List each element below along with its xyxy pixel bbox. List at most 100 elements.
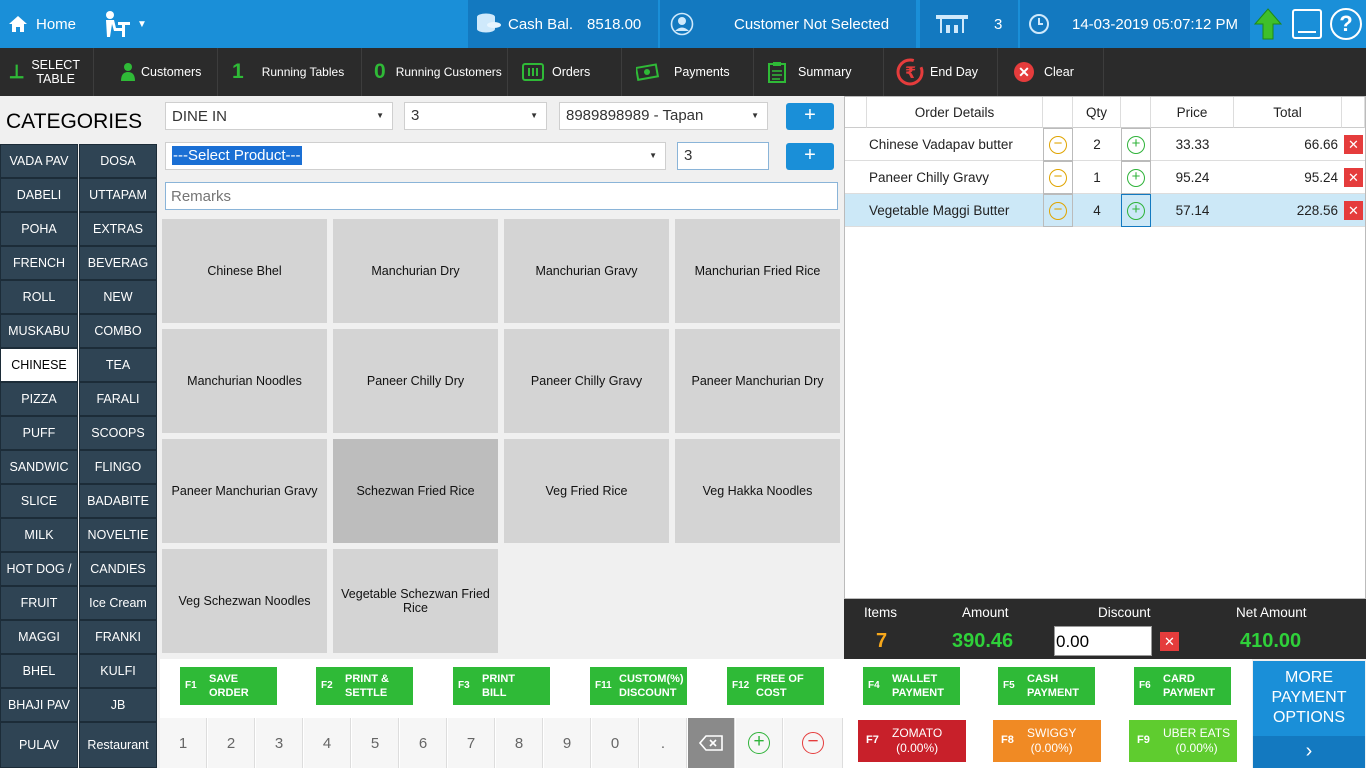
help-button[interactable]: ? — [1330, 0, 1364, 48]
numpad-key[interactable]: 7 — [448, 718, 495, 768]
numpad-key[interactable]: 5 — [352, 718, 399, 768]
delete-item-button[interactable]: ✕ — [1344, 168, 1363, 187]
category-extras[interactable]: EXTRAS — [79, 212, 157, 246]
add-product-button[interactable]: + — [786, 143, 834, 170]
category-combo[interactable]: COMBO — [79, 314, 157, 348]
numpad-key[interactable]: 0 — [592, 718, 639, 768]
category-puff[interactable]: PUFF — [0, 416, 78, 450]
product-tile[interactable]: Paneer Chilly Gravy — [504, 329, 669, 433]
category-muskabu[interactable]: MUSKABU — [0, 314, 78, 348]
delete-item-button[interactable]: ✕ — [1344, 135, 1363, 154]
category-new[interactable]: NEW — [79, 280, 157, 314]
decrease-qty-button[interactable]: − — [1043, 194, 1073, 227]
category-hot-dog[interactable]: HOT DOG / — [0, 552, 78, 586]
clear-discount-button[interactable]: ✕ — [1160, 632, 1179, 651]
category-candies[interactable]: CANDIES — [79, 552, 157, 586]
product-tile[interactable]: Chinese Bhel — [162, 219, 327, 323]
category-sandwic[interactable]: SANDWIC — [0, 450, 78, 484]
running-tables-button[interactable]: 1 Running Tables — [220, 48, 362, 96]
category-farali[interactable]: FARALI — [79, 382, 157, 416]
category-fruit[interactable]: FRUIT — [0, 586, 78, 620]
summary-button[interactable]: Summary — [756, 48, 884, 96]
end-day-button[interactable]: ₹ End Day — [886, 48, 998, 96]
customer-select[interactable]: 8989898989 - Tapan ▼ — [559, 102, 768, 130]
category-restaurant[interactable]: Restaurant — [79, 722, 157, 768]
numpad-key[interactable]: 8 — [496, 718, 543, 768]
orders-button[interactable]: Orders — [510, 48, 622, 96]
clear-button[interactable]: ✕ Clear — [1000, 48, 1104, 96]
product-tile[interactable]: Veg Schezwan Noodles — [162, 549, 327, 653]
function-key-f6[interactable]: F6 CARD PAYMENT — [1134, 667, 1231, 705]
category-maggi[interactable]: MAGGI — [0, 620, 78, 654]
product-tile[interactable]: Veg Hakka Noodles — [675, 439, 840, 543]
product-tile[interactable]: Paneer Manchurian Gravy — [162, 439, 327, 543]
aggregator-swiggy[interactable]: F8 SWIGGY (0.00%) — [993, 720, 1101, 762]
product-tile[interactable]: Vegetable Schezwan Fried Rice — [333, 549, 498, 653]
minimize-button[interactable] — [1292, 0, 1324, 48]
product-tile[interactable]: Paneer Chilly Dry — [333, 329, 498, 433]
category-roll[interactable]: ROLL — [0, 280, 78, 314]
category-pulav[interactable]: PULAV — [0, 722, 78, 768]
category-kulfi[interactable]: KULFI — [79, 654, 157, 688]
decrement-button[interactable]: − — [784, 718, 843, 768]
category-badabite[interactable]: BADABITE — [79, 484, 157, 518]
product-tile[interactable]: Manchurian Dry — [333, 219, 498, 323]
function-key-f4[interactable]: F4 WALLET PAYMENT — [863, 667, 960, 705]
category-uttapam[interactable]: UTTAPAM — [79, 178, 157, 212]
category-vada-pav[interactable]: VADA PAV — [0, 144, 78, 178]
category-pizza[interactable]: PIZZA — [0, 382, 78, 416]
increase-qty-button[interactable]: + — [1121, 161, 1151, 194]
decrease-qty-button[interactable]: − — [1043, 161, 1073, 194]
category-dosa[interactable]: DOSA — [79, 144, 157, 178]
category-dabeli[interactable]: DABELI — [0, 178, 78, 212]
increment-button[interactable]: + — [736, 718, 783, 768]
category-flingo[interactable]: FLINGO — [79, 450, 157, 484]
customers-button[interactable]: Customers — [110, 48, 218, 96]
add-customer-button[interactable]: + — [786, 103, 834, 130]
numpad-key[interactable]: 2 — [208, 718, 255, 768]
category-ice-cream[interactable]: Ice Cream — [79, 586, 157, 620]
payments-button[interactable]: Payments — [624, 48, 754, 96]
category-scoops[interactable]: SCOOPS — [79, 416, 157, 450]
product-tile[interactable]: Manchurian Fried Rice — [675, 219, 840, 323]
backspace-button[interactable] — [688, 718, 735, 768]
category-french[interactable]: FRENCH — [0, 246, 78, 280]
category-slice[interactable]: SLICE — [0, 484, 78, 518]
increase-qty-button[interactable]: + — [1121, 194, 1151, 227]
customer-selector[interactable]: Customer Not Selected — [660, 0, 916, 48]
remarks-input[interactable] — [165, 182, 838, 210]
numpad-key[interactable]: . — [640, 718, 687, 768]
increase-qty-button[interactable]: + — [1121, 128, 1151, 161]
home-button[interactable]: Home — [0, 0, 94, 48]
function-key-f1[interactable]: F1 SAVE ORDER — [180, 667, 277, 705]
numpad-key[interactable]: 9 — [544, 718, 591, 768]
order-type-select[interactable]: DINE IN ▼ — [165, 102, 393, 130]
delete-item-button[interactable]: ✕ — [1344, 201, 1363, 220]
function-key-f12[interactable]: F12 FREE OF COST — [727, 667, 824, 705]
function-key-f11[interactable]: F11 CUSTOM(%) DISCOUNT — [590, 667, 687, 705]
product-tile[interactable]: Paneer Manchurian Dry — [675, 329, 840, 433]
product-tile[interactable]: Manchurian Noodles — [162, 329, 327, 433]
category-bhel[interactable]: BHEL — [0, 654, 78, 688]
quantity-input[interactable]: 3 — [677, 142, 769, 170]
category-bhaji-pav[interactable]: BHAJI PAV — [0, 688, 78, 722]
waiter-menu-button[interactable]: ▼ — [100, 0, 160, 48]
category-noveltie[interactable]: NOVELTIE — [79, 518, 157, 552]
aggregator-uber-eats[interactable]: F9 UBER EATS (0.00%) — [1129, 720, 1237, 762]
function-key-f5[interactable]: F5 CASH PAYMENT — [998, 667, 1095, 705]
numpad-key[interactable]: 3 — [256, 718, 303, 768]
category-franki[interactable]: FRANKI — [79, 620, 157, 654]
category-milk[interactable]: MILK — [0, 518, 78, 552]
discount-input[interactable]: 0.00 — [1054, 626, 1152, 656]
product-select[interactable]: ---Select Product--- ▼ — [165, 142, 666, 170]
category-poha[interactable]: POHA — [0, 212, 78, 246]
product-tile[interactable]: Manchurian Gravy — [504, 219, 669, 323]
numpad-key[interactable]: 4 — [304, 718, 351, 768]
more-payment-options-button[interactable]: MORE PAYMENT OPTIONS › — [1253, 661, 1365, 768]
aggregator-zomato[interactable]: F7 ZOMATO (0.00%) — [858, 720, 966, 762]
product-tile[interactable]: Veg Fried Rice — [504, 439, 669, 543]
function-key-f2[interactable]: F2 PRINT & SETTLE — [316, 667, 413, 705]
sync-button[interactable] — [1254, 0, 1286, 48]
numpad-key[interactable]: 1 — [160, 718, 207, 768]
select-table-button[interactable]: ⟂ SELECT TABLE — [0, 48, 94, 96]
